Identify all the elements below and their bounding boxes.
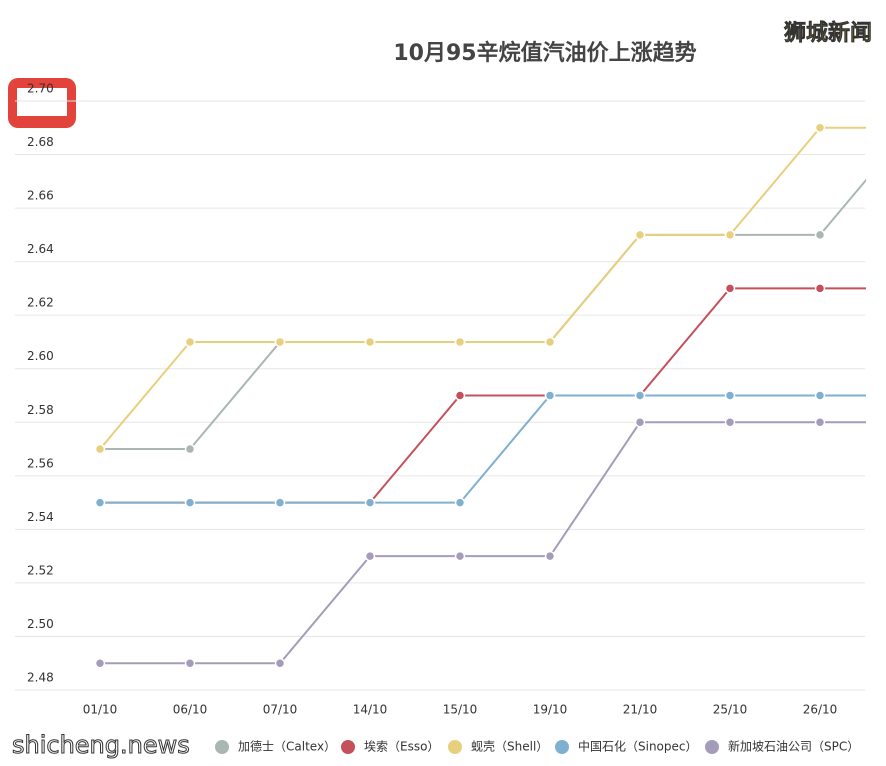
legend-marker (705, 740, 719, 754)
y-tick-label: 2.56 (27, 456, 54, 470)
point (184, 443, 196, 455)
y-tick-label: 2.64 (27, 242, 54, 256)
legend-label: 新加坡石油公司（SPC） (728, 739, 859, 754)
y-tick-label: 2.62 (27, 296, 54, 310)
point (814, 283, 826, 294)
y-tick-label: 2.50 (27, 617, 54, 631)
point (94, 443, 106, 455)
x-tick-label: 07/10 (263, 703, 298, 717)
y-tick-label: 2.60 (27, 349, 54, 363)
legend-label: 蚬壳（Shell） (471, 739, 548, 754)
point (94, 497, 106, 508)
point (364, 550, 376, 562)
point (184, 657, 196, 669)
point (724, 229, 736, 241)
y-tick-label: 2.70 (27, 82, 54, 96)
chart-title: 10月95辛烷值汽油价上涨趋势 (393, 40, 696, 66)
series-line (100, 394, 866, 504)
point (454, 390, 466, 401)
point (724, 417, 736, 428)
legend-marker (215, 740, 229, 754)
point (364, 336, 376, 348)
y-tick-label: 2.54 (27, 510, 54, 524)
point (94, 657, 106, 669)
x-tick-label: 14/10 (353, 703, 388, 717)
point (544, 336, 556, 348)
series-line (100, 421, 866, 665)
legend-marker (555, 740, 569, 754)
point (634, 229, 646, 241)
highlight-inner (17, 88, 67, 116)
x-tick-label: 21/10 (623, 703, 658, 717)
y-tick-label: 2.66 (27, 189, 54, 203)
legend-marker (341, 740, 355, 754)
y-tick-label: 2.52 (27, 563, 54, 577)
watermark: 狮城新闻 (784, 20, 872, 46)
series-line (99, 126, 866, 450)
point (274, 497, 286, 508)
point (364, 497, 376, 508)
x-tick-label: 19/10 (533, 703, 568, 717)
legend-label: 埃索（Esso） (364, 740, 439, 754)
y-tick-label: 2.58 (27, 403, 54, 417)
point (814, 417, 826, 428)
x-tick-label: 25/10 (713, 703, 748, 717)
point (814, 229, 826, 241)
point (544, 550, 556, 562)
point (454, 336, 466, 348)
x-tick-label: 06/10 (173, 703, 208, 717)
x-tick-label: 01/10 (83, 703, 118, 717)
point (634, 417, 646, 428)
watermark: shicheng.news (12, 731, 190, 759)
legend-marker (448, 740, 462, 754)
point (274, 657, 286, 669)
point (724, 283, 736, 294)
point (184, 497, 196, 508)
point (274, 336, 286, 348)
point (814, 390, 826, 401)
point (454, 550, 466, 562)
point (724, 390, 736, 401)
point (184, 336, 196, 348)
point (544, 390, 556, 401)
legend-label: 中国石化（Sinopec） (578, 739, 698, 754)
point (814, 122, 826, 134)
y-tick-label: 2.48 (27, 671, 54, 685)
x-tick-label: 26/10 (803, 703, 838, 717)
point (454, 497, 466, 508)
x-tick-label: 15/10 (443, 703, 478, 717)
point (634, 390, 646, 401)
legend-label: 加德士（Caltex） (238, 739, 336, 754)
y-tick-label: 2.68 (27, 135, 54, 149)
